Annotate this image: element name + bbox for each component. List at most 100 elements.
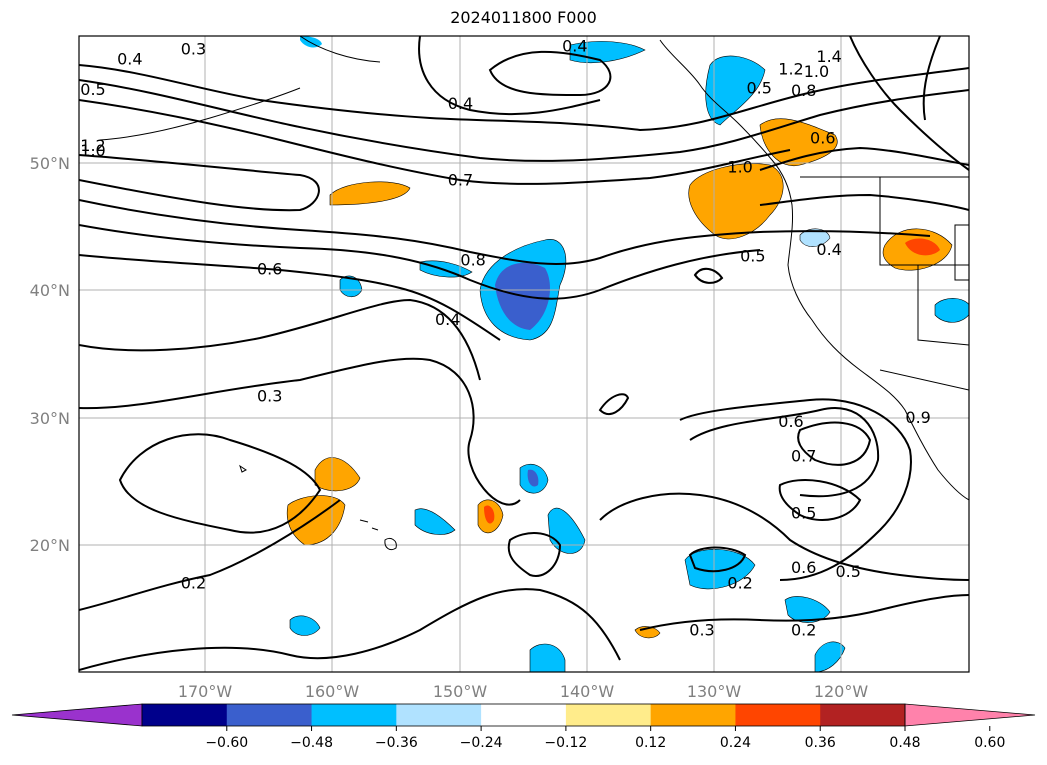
border-line (917, 265, 969, 346)
contour-line (488, 50, 612, 97)
contour-line (849, 36, 969, 171)
contour-line (778, 479, 862, 521)
contour-line (922, 36, 941, 121)
contour-label: 0.7 (791, 446, 816, 465)
lat-tick-label: 40°N (30, 281, 70, 300)
negative-anomaly-patch (529, 643, 566, 672)
colorbar-tick-label: 0.60 (974, 735, 1005, 751)
contour-line (599, 492, 969, 581)
negative-anomaly-patch (547, 507, 586, 554)
border-line (879, 177, 969, 266)
contour-line (759, 193, 969, 211)
island-chain (299, 36, 381, 63)
contour-label: 0.2 (181, 574, 206, 593)
contour-label: 1.4 (816, 47, 841, 66)
contour-line (79, 357, 521, 506)
colorbar-extend-min (11, 703, 143, 727)
contour-line (639, 594, 969, 631)
negative-anomaly-patch (934, 298, 969, 323)
colorbar-segment (820, 704, 906, 726)
contour-label: 0.8 (460, 250, 485, 269)
coastline-north-america (659, 39, 969, 501)
negative-anomaly-patch (799, 228, 831, 247)
colorbar-segment (142, 704, 228, 726)
contour-line (79, 588, 621, 671)
contour-line (79, 254, 501, 341)
positive-anomaly-patch (905, 238, 940, 256)
negative-anomaly-patch (414, 508, 456, 535)
colorbar-segment (226, 704, 313, 726)
contour-label: 1.0 (804, 62, 829, 81)
colorbar-tick-label: −0.48 (290, 735, 333, 751)
island-hawaii (359, 519, 379, 531)
colorbar-tick-label: 0.48 (889, 735, 920, 751)
colorbar-frame (141, 703, 906, 727)
contour-lines (79, 36, 969, 671)
colorbar-tick-label: −0.24 (460, 735, 503, 751)
contour-label: 0.6 (778, 412, 803, 431)
contour-line (79, 199, 931, 265)
contour-label: 0.4 (448, 94, 473, 113)
contour-label: 0.5 (80, 80, 105, 99)
colorbar-tick-label: 0.12 (635, 735, 666, 751)
contour-line (79, 499, 341, 611)
lon-tick-label: 170°W (178, 682, 233, 701)
contour-label: 0.4 (117, 49, 142, 68)
contour-line (689, 407, 880, 498)
positive-anomaly-patch (314, 457, 361, 492)
contour-label: 0.6 (257, 259, 282, 278)
contour-line (79, 79, 969, 162)
lon-tick-label: 120°W (814, 682, 869, 701)
contour-label: 1.0 (727, 158, 752, 177)
contour-line (693, 267, 724, 284)
colorbar-tick-label: 0.36 (805, 735, 836, 751)
contour-label: 0.4 (562, 37, 587, 56)
contour-line (797, 421, 872, 466)
positive-anomaly-patch (329, 181, 411, 206)
negative-anomaly-patch (684, 549, 756, 590)
contour-label: 0.2 (791, 621, 816, 640)
colorbar-tick-label: −0.36 (375, 735, 418, 751)
contour-line (688, 546, 747, 573)
graticule (79, 36, 969, 672)
colorbar-segment (565, 704, 652, 726)
colorbar-tick-label: −0.60 (205, 735, 248, 751)
contour-label: 0.3 (181, 39, 206, 58)
contour-label: 0.5 (791, 504, 816, 523)
contour-line (118, 433, 322, 534)
negative-anomaly-patch (814, 641, 846, 672)
negative-anomaly-patch (419, 260, 473, 278)
coastline (99, 36, 969, 551)
contour-label: 0.3 (257, 387, 282, 406)
positive-anomaly-patch (688, 163, 784, 240)
contour-line (507, 532, 562, 577)
contour-line (79, 298, 481, 381)
lon-tick-label: 150°W (433, 682, 488, 701)
lon-tick-label: 160°W (305, 682, 360, 701)
colorbar-extend-max (904, 703, 1036, 727)
axis-tick-labels: 170°W 160°W 150°W 140°W 130°W 120°W 50°N… (30, 154, 869, 701)
colorbar-segment (311, 704, 397, 726)
contour-label: 0.4 (435, 310, 460, 329)
map-title: 2024011800 F000 (450, 8, 597, 27)
map-frame (78, 35, 970, 673)
contour-label: 0.4 (816, 240, 841, 259)
colorbar-segment (481, 704, 567, 726)
contour-label: 0.9 (905, 408, 930, 427)
contour-line (79, 154, 320, 212)
anomaly-shading (286, 36, 969, 672)
border-line (954, 224, 969, 281)
lon-tick-label: 140°W (560, 682, 615, 701)
island-small (239, 464, 247, 473)
colorbar-segment (650, 704, 736, 726)
colorbar: −0.60 −0.48 −0.36 −0.24 −0.12 0.12 0.24 0.36 0.4… (11, 703, 1036, 751)
contour-line (79, 64, 969, 132)
colorbar-segment (396, 704, 482, 726)
contour-line (418, 36, 601, 116)
island-chain (99, 87, 301, 141)
contour-labels: 0.30.40.51.21.00.40.70.40.50.81.41.21.00… (80, 37, 931, 640)
contour-label: 0.7 (448, 170, 473, 189)
contour-label: 1.0 (80, 141, 105, 160)
contour-label: 0.8 (791, 81, 816, 100)
